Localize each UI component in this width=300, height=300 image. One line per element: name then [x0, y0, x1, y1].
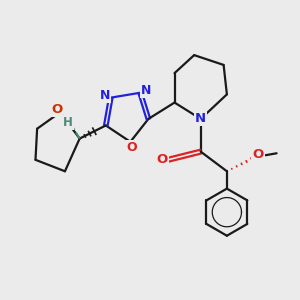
Text: N: N: [195, 112, 206, 125]
Text: N: N: [100, 88, 110, 101]
Text: O: O: [157, 153, 168, 166]
Text: O: O: [51, 103, 62, 116]
Text: O: O: [252, 148, 264, 161]
Text: O: O: [127, 141, 137, 154]
Text: N: N: [141, 84, 151, 97]
Text: H: H: [63, 116, 73, 129]
